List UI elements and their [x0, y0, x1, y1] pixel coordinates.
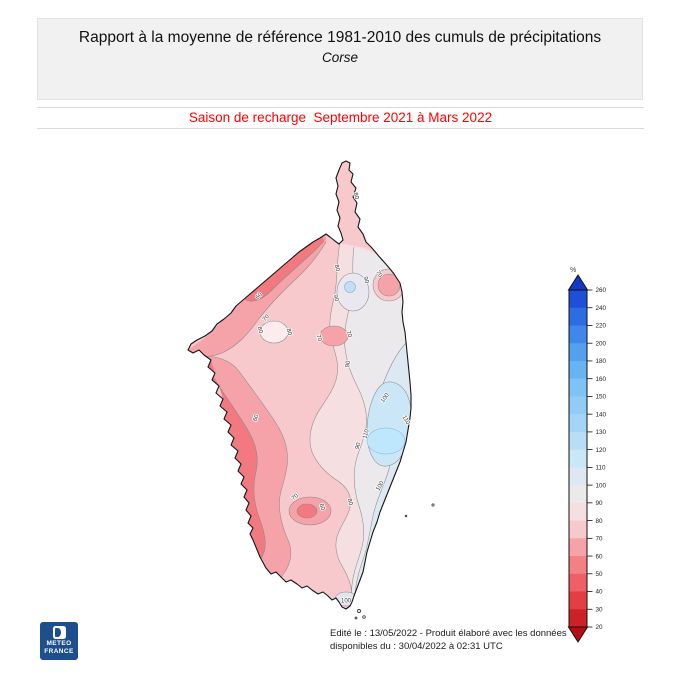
page-title: Rapport à la moyenne de référence 1981-2… — [58, 27, 622, 48]
footer-credit: Edité le : 13/05/2022 - Produit élaboré … — [330, 628, 620, 653]
corsica-map: 8080909070607080807070901001101101009060… — [160, 150, 460, 650]
svg-text:30: 30 — [596, 606, 604, 613]
colorbar: % 260 240 220 200 180 160 150 140 130 120 110 100 90 8… — [566, 262, 616, 652]
page: Rapport à la moyenne de référence 1981-2… — [0, 0, 675, 675]
svg-text:220: 220 — [596, 323, 607, 330]
svg-text:110: 110 — [596, 465, 607, 472]
season-banner: Saison de recharge Septembre 2021 à Mars… — [37, 110, 644, 125]
svg-text:120: 120 — [596, 447, 607, 454]
logo-text-line1: METEO — [40, 640, 78, 648]
footer-line1: Edité le : 13/05/2022 - Produit élaboré … — [330, 628, 620, 641]
svg-text:240: 240 — [596, 305, 607, 312]
svg-text:60: 60 — [596, 553, 604, 560]
colorbar-svg: % 260 240 220 200 180 160 150 140 130 120 110 100 90 8… — [566, 262, 616, 652]
svg-text:160: 160 — [596, 376, 607, 383]
svg-text:100: 100 — [341, 599, 352, 605]
svg-text:100: 100 — [596, 482, 607, 489]
svg-text:140: 140 — [596, 411, 607, 418]
page-subtitle: Corse — [38, 50, 642, 65]
divider-top — [37, 107, 644, 108]
svg-text:180: 180 — [596, 358, 607, 365]
svg-text:70: 70 — [596, 536, 604, 543]
meteo-france-logo: METEO FRANCE — [40, 622, 78, 660]
svg-text:%: % — [570, 267, 576, 274]
svg-text:50: 50 — [596, 571, 604, 578]
svg-text:200: 200 — [596, 340, 607, 347]
logo-text-line2: FRANCE — [40, 648, 78, 656]
svg-text:40: 40 — [596, 589, 604, 596]
meteo-france-icon-glyph — [55, 628, 61, 637]
footer-line2: disponibles du : 30/04/2022 à 02:31 UTC — [330, 641, 620, 654]
meteo-france-icon — [53, 626, 66, 639]
contour-fill-bands — [160, 150, 460, 650]
svg-text:260: 260 — [596, 287, 607, 294]
corsica-map-svg: 8080909070607080807070901001101101009060… — [160, 150, 460, 650]
header: Rapport à la moyenne de référence 1981-2… — [37, 18, 643, 100]
svg-text:150: 150 — [596, 394, 607, 401]
divider-bottom — [37, 128, 644, 129]
svg-text:80: 80 — [596, 518, 604, 525]
svg-text:130: 130 — [596, 429, 607, 436]
svg-text:90: 90 — [596, 500, 604, 507]
